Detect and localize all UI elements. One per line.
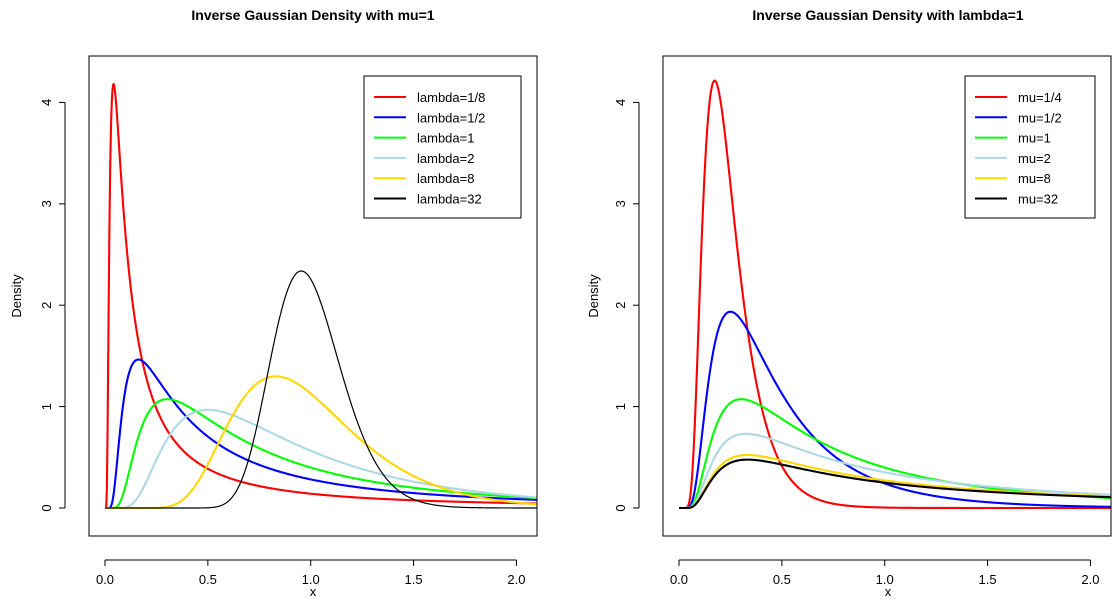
legend-label: lambda=8 [417,171,474,186]
x-tick-label: 1.0 [302,572,320,587]
series-line [678,432,1111,510]
y-tick-label: 3 [39,200,54,207]
y-tick-label: 2 [613,302,628,309]
y-axis: 0 1 2 3 4 [613,99,640,512]
x-tick-label: 0.0 [670,572,688,587]
legend-label: mu=1/4 [1018,90,1062,105]
chart-title: Inverse Gaussian Density with lambda=1 [752,7,1023,23]
x-tick-label: 1.0 [876,572,894,587]
series-line [104,408,537,510]
plot-frame [662,55,1112,537]
x-tick-label: 0.0 [96,572,114,587]
x-tick-label: 2.0 [507,572,525,587]
y-tick-label: 2 [39,302,54,309]
series-line [104,398,537,510]
legend-label: lambda=1/8 [417,90,485,105]
legend-label: mu=2 [1018,151,1051,166]
plot-frame [88,55,538,537]
chart-title: Inverse Gaussian Density with mu=1 [191,7,434,23]
series-line [678,79,1111,510]
legend-label: mu=1 [1018,131,1051,146]
x-tick-label: 0.5 [773,572,791,587]
legend-label: lambda=1 [417,131,474,146]
legend-box [964,75,1096,219]
right-chart-panel: Inverse Gaussian Density with lambda=1 x… [586,7,1112,599]
legend: lambda=1/8 lambda=1/2 lambda=1 lambda=2 lamb… [363,75,522,219]
curve-group [104,82,537,510]
legend-label: lambda=1/2 [417,110,485,125]
x-tick-label: 2.0 [1081,572,1099,587]
y-tick-label: 1 [613,403,628,410]
x-tick-label: 0.5 [199,572,217,587]
y-tick-label: 0 [39,504,54,511]
x-axis-label: x [310,584,317,599]
legend-label: lambda=32 [417,192,482,207]
legend: mu=1/4 mu=1/2 mu=1 mu=2 mu=8 mu=32 [964,75,1096,219]
y-tick-label: 1 [39,403,54,410]
y-tick-label: 3 [613,200,628,207]
x-axis: 0.0 0.5 1.0 1.5 2.0 [96,559,525,587]
y-axis: 0 1 2 3 4 [39,99,66,512]
series-line [104,82,537,510]
legend-box [363,75,522,219]
legend-label: mu=8 [1018,171,1051,186]
series-line [678,453,1111,510]
left-chart-panel: Inverse Gaussian Density with mu=1 x Den… [9,7,538,599]
legend-label: mu=32 [1018,192,1058,207]
y-tick-label: 4 [613,99,628,106]
y-tick-label: 4 [39,99,54,106]
x-tick-label: 1.5 [405,572,423,587]
legend-label: mu=1/2 [1018,110,1062,125]
x-axis: 0.0 0.5 1.0 1.5 2.0 [670,559,1099,587]
curve-group [678,79,1111,510]
y-axis-label: Density [9,274,24,318]
series-line [678,310,1111,510]
x-axis-label: x [885,584,892,599]
y-axis-label: Density [586,274,601,318]
series-line [104,375,537,510]
x-tick-label: 1.5 [979,572,997,587]
series-line [105,270,537,509]
series-line [678,458,1111,510]
y-tick-label: 0 [613,504,628,511]
legend-label: lambda=2 [417,151,474,166]
series-line [104,358,537,510]
